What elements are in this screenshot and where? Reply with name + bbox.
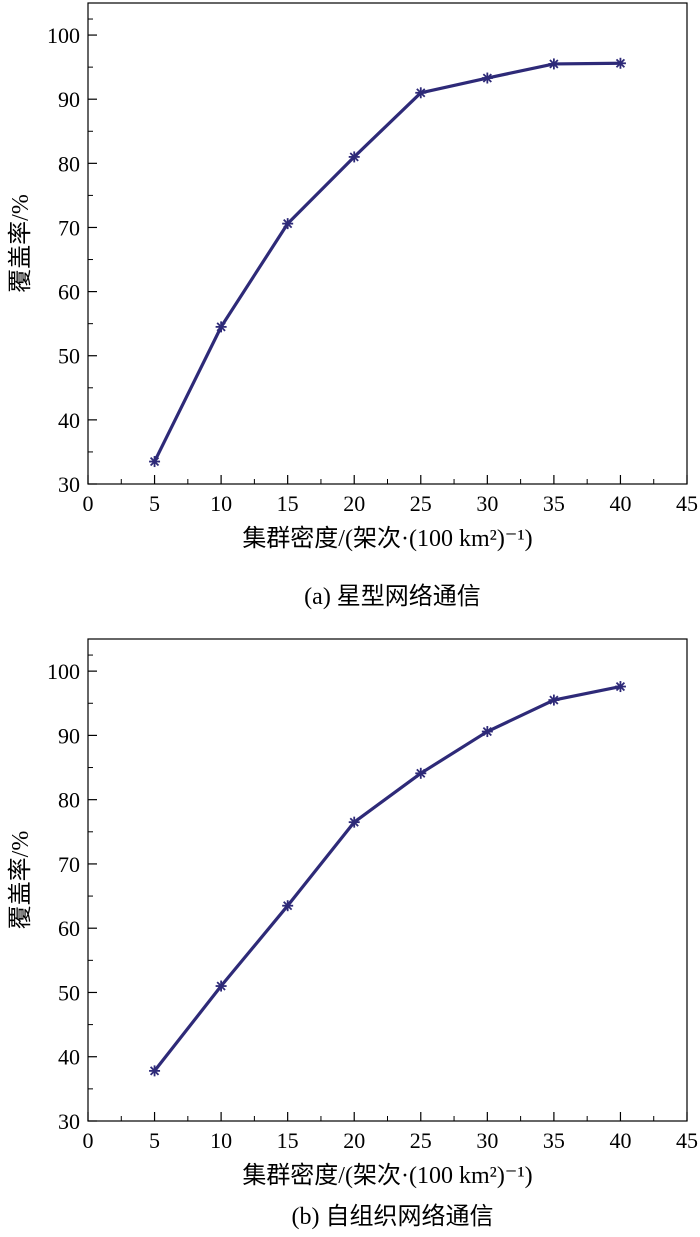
- x-tick-label: 40: [609, 491, 631, 516]
- y-tick-label: 100: [47, 23, 80, 48]
- y-tick-label: 70: [58, 215, 80, 240]
- x-tick-label: 45: [676, 491, 698, 516]
- x-axis-title: 集群密度/(架次·(100 km²)⁻¹): [242, 525, 532, 552]
- line-chart-b: 0 5 10 15 20 25 30 35 40 45 30 40 50 60 70 80 90 100 集群密度/…: [7, 638, 698, 1230]
- y-tick-label: 40: [58, 408, 80, 433]
- x-tick-label: 20: [343, 1128, 365, 1153]
- x-tick-label: 0: [83, 491, 94, 516]
- line-chart-a: 0 5 10 15 20 25 30 35 40 45 30 40 50 60 70 80 90 100 集群密度/…: [7, 2, 698, 610]
- data-point-marker: [149, 1065, 161, 1077]
- plot-frame: [87, 638, 688, 1122]
- x-tick-label: 30: [476, 491, 498, 516]
- chart-panel-a: 0 5 10 15 20 25 30 35 40 45 30 40 50 60 70 80 90 100 集群密度/…: [0, 0, 700, 618]
- x-tick-label: 10: [210, 491, 232, 516]
- data-point-marker: [481, 72, 493, 84]
- y-tick-label: 90: [58, 723, 80, 748]
- y-tick-label: 60: [58, 280, 80, 305]
- y-tick-label: 30: [58, 472, 80, 497]
- y-tick-label: 60: [58, 916, 80, 941]
- data-point-marker: [415, 87, 427, 99]
- data-point-marker: [282, 900, 294, 912]
- data-point-marker: [415, 767, 427, 779]
- data-point-marker: [614, 57, 626, 69]
- data-point-marker: [348, 816, 360, 828]
- data-point-marker: [481, 726, 493, 738]
- x-tick-label: 20: [343, 491, 365, 516]
- x-tick-label: 25: [410, 1128, 432, 1153]
- y-tick-label: 90: [58, 87, 80, 112]
- chart-caption: (b) 自组织网络通信: [292, 1203, 494, 1230]
- y-tick-label: 50: [58, 344, 80, 369]
- x-tick-label: 15: [277, 491, 299, 516]
- y-axis-title: 覆盖率/%: [7, 194, 34, 293]
- data-point-marker: [348, 151, 360, 163]
- y-tick-label: 70: [58, 852, 80, 877]
- y-tick-label: 50: [58, 980, 80, 1005]
- data-point-marker: [215, 321, 227, 333]
- x-tick-label: 5: [149, 491, 160, 516]
- x-tick-label: 35: [543, 1128, 565, 1153]
- data-point-marker: [548, 694, 560, 706]
- data-point-marker: [282, 218, 294, 230]
- y-axis-title: 覆盖率/%: [7, 831, 34, 930]
- x-tick-label: 0: [83, 1128, 94, 1153]
- y-tick-label: 80: [58, 788, 80, 813]
- x-tick-label: 15: [277, 1128, 299, 1153]
- series-line: [153, 684, 621, 1072]
- x-tick-label: 35: [543, 491, 565, 516]
- x-axis-title: 集群密度/(架次·(100 km²)⁻¹): [242, 1162, 532, 1189]
- data-point-marker: [215, 980, 227, 992]
- x-tick-label: 10: [210, 1128, 232, 1153]
- y-tick-label: 40: [58, 1045, 80, 1070]
- y-tick-label: 80: [58, 151, 80, 176]
- y-tick-label: 100: [47, 659, 80, 684]
- series-line: [153, 61, 621, 463]
- x-tick-label: 5: [149, 1128, 160, 1153]
- data-point-marker: [614, 681, 626, 693]
- x-tick-label: 45: [676, 1128, 698, 1153]
- x-tick-label: 40: [609, 1128, 631, 1153]
- data-point-marker: [548, 58, 560, 70]
- data-point-marker: [149, 456, 161, 468]
- x-tick-label: 30: [476, 1128, 498, 1153]
- y-tick-label: 30: [58, 1109, 80, 1134]
- x-tick-label: 25: [410, 491, 432, 516]
- chart-caption: (a) 星型网络通信: [304, 583, 481, 610]
- chart-panel-b: 0 5 10 15 20 25 30 35 40 45 30 40 50 60 70 80 90 100 集群密度/…: [0, 618, 700, 1237]
